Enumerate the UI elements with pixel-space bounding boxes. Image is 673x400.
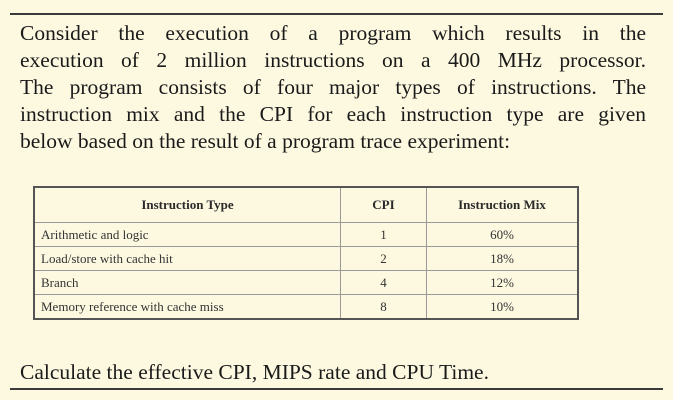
question-text: Calculate the effective CPI, MIPS rate a… [20,360,489,384]
cell-cpi: 4 [340,270,427,295]
cell-mix: 60% [426,222,579,247]
table-header-row: Instruction Type CPI Instruction Mix [33,186,579,223]
header-instruction-type: Instruction Type [33,186,341,223]
cell-type: Memory reference with cache miss [33,294,341,320]
statement-line-5: below based on the result of a program t… [20,129,511,153]
header-cpi: CPI [340,186,427,223]
cell-mix: 12% [426,270,579,295]
cell-type: Load/store with cache hit [33,246,341,271]
header-instruction-mix: Instruction Mix [426,186,579,223]
cell-type: Branch [33,270,341,295]
instruction-table-container: Instruction Type CPI Instruction Mix Ari… [33,186,579,320]
statement-line-3: The program consists of four major types… [20,75,646,99]
table-row: Memory reference with cache miss 8 10% [33,294,579,320]
statement-line-1: Consider the execution of a program whic… [20,21,646,45]
table-row: Branch 4 12% [33,270,579,295]
problem-statement: Consider the execution of a program whic… [20,20,646,155]
statement-line-2: execution of 2 million instructions on a… [20,48,646,72]
cell-cpi: 1 [340,222,427,247]
top-rule [10,13,663,15]
table-row: Load/store with cache hit 2 18% [33,246,579,271]
cell-cpi: 8 [340,294,427,320]
cell-cpi: 2 [340,246,427,271]
cell-type: Arithmetic and logic [33,222,341,247]
cell-mix: 18% [426,246,579,271]
table-row: Arithmetic and logic 1 60% [33,222,579,247]
statement-line-4: instruction mix and the CPI for each ins… [20,102,646,126]
bottom-rule [10,388,663,390]
cell-mix: 10% [426,294,579,320]
instruction-mix-table: Instruction Type CPI Instruction Mix Ari… [33,186,579,320]
